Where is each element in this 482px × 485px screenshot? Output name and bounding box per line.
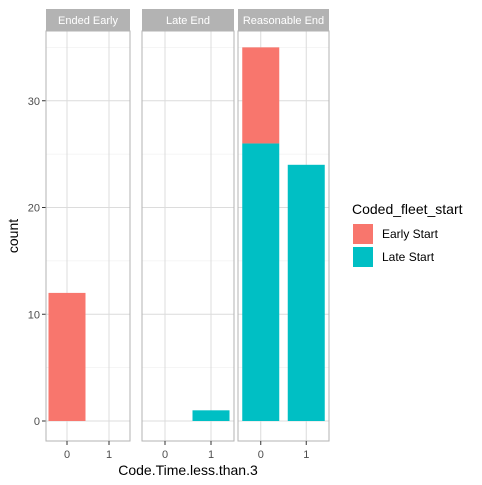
legend-label: Early Start	[382, 227, 439, 241]
legend-key	[353, 247, 373, 267]
bar-late-start	[242, 143, 280, 421]
y-tick-label: 0	[34, 416, 40, 428]
legend-title: Coded_fleet_start	[352, 201, 463, 217]
x-tick-label: 0	[64, 449, 70, 461]
x-axis-title: Code.Time.less.than.3	[118, 462, 258, 478]
x-tick-label: 0	[162, 449, 168, 461]
x-tick-label: 0	[258, 449, 264, 461]
bar-early-start	[242, 47, 280, 144]
bar-late-start	[287, 164, 325, 422]
facet-strip-label: Ended Early	[58, 15, 118, 27]
x-tick-label: 1	[208, 449, 214, 461]
facet-panel	[142, 31, 234, 441]
legend-key	[353, 224, 373, 244]
y-tick-label: 20	[28, 203, 40, 215]
facet-strip-label: Late End	[166, 15, 210, 27]
x-tick-label: 1	[106, 449, 112, 461]
y-tick-label: 10	[28, 309, 40, 321]
y-axis-title: count	[5, 219, 21, 253]
legend-label: Late Start	[382, 250, 435, 264]
x-tick-label: 1	[303, 449, 309, 461]
facet-strip-label: Reasonable End	[243, 15, 324, 27]
y-tick-label: 30	[28, 96, 40, 108]
bar-late-start	[192, 410, 230, 421]
facet-strip	[142, 9, 234, 31]
bar-early-start	[48, 292, 86, 421]
facet-strip	[238, 9, 329, 31]
facet-strip	[46, 9, 130, 31]
